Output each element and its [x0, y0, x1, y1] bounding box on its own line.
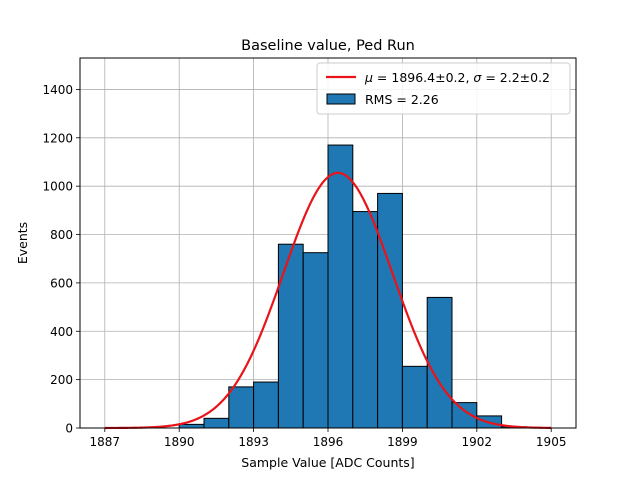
x-axis-label: Sample Value [ADC Counts]	[241, 455, 414, 470]
x-tick-label: 1899	[387, 435, 418, 449]
x-tick-label: 1896	[313, 435, 344, 449]
legend-rms-label: RMS = 2.26	[365, 92, 439, 107]
x-tick-label: 1890	[164, 435, 195, 449]
histogram-bar	[426, 296, 453, 429]
x-axis-ticks: 1887 1890 1893 1896 1899 1902 1905	[90, 428, 567, 449]
x-tick-label: 1887	[90, 435, 121, 449]
x-tick-label: 1893	[238, 435, 269, 449]
legend-sigma-value: = 2.2±0.2	[481, 70, 550, 85]
legend-mu-value: = 1896.4±0.2,	[373, 70, 473, 85]
histogram-bar	[302, 252, 329, 429]
legend-sigma-symbol: σ	[473, 70, 482, 85]
y-tick-label: 200	[50, 373, 73, 387]
y-tick-label: 600	[50, 276, 73, 290]
gaussian-fit-curve	[104, 171, 552, 430]
y-tick-label: 1400	[42, 83, 73, 97]
histogram-bar	[203, 417, 230, 429]
legend-box	[316, 62, 571, 115]
y-axis-label: Events	[15, 222, 30, 264]
legend-rms-swatch	[326, 93, 356, 105]
histogram-bar	[228, 386, 255, 429]
legend-mu-symbol: μ	[364, 70, 373, 85]
histogram-bar	[253, 381, 279, 429]
histogram-bar	[401, 365, 428, 429]
legend-fit-label: μ = 1896.4±0.2, σ = 2.2±0.2	[364, 70, 550, 85]
x-tick-label: 1905	[536, 435, 567, 449]
histogram-bar	[327, 144, 354, 429]
x-tick-label: 1902	[462, 435, 493, 449]
histogram-bar	[277, 243, 304, 429]
histogram-bar	[352, 211, 379, 429]
chart-title: Baseline value, Ped Run	[241, 38, 415, 54]
legend: μ = 1896.4±0.2, σ = 2.2±0.2 RMS = 2.26	[316, 62, 571, 115]
y-axis-ticks: 0 200 400 600 800 1000 1200 1400	[42, 83, 80, 436]
y-tick-label: 1000	[42, 180, 73, 194]
y-tick-label: 1200	[42, 131, 73, 145]
histogram-bar	[178, 423, 205, 429]
histogram-bar	[377, 192, 403, 429]
y-tick-label: 400	[50, 325, 73, 339]
y-tick-label: 800	[50, 228, 73, 242]
y-tick-label: 0	[65, 422, 73, 436]
histogram-bars	[178, 144, 527, 429]
